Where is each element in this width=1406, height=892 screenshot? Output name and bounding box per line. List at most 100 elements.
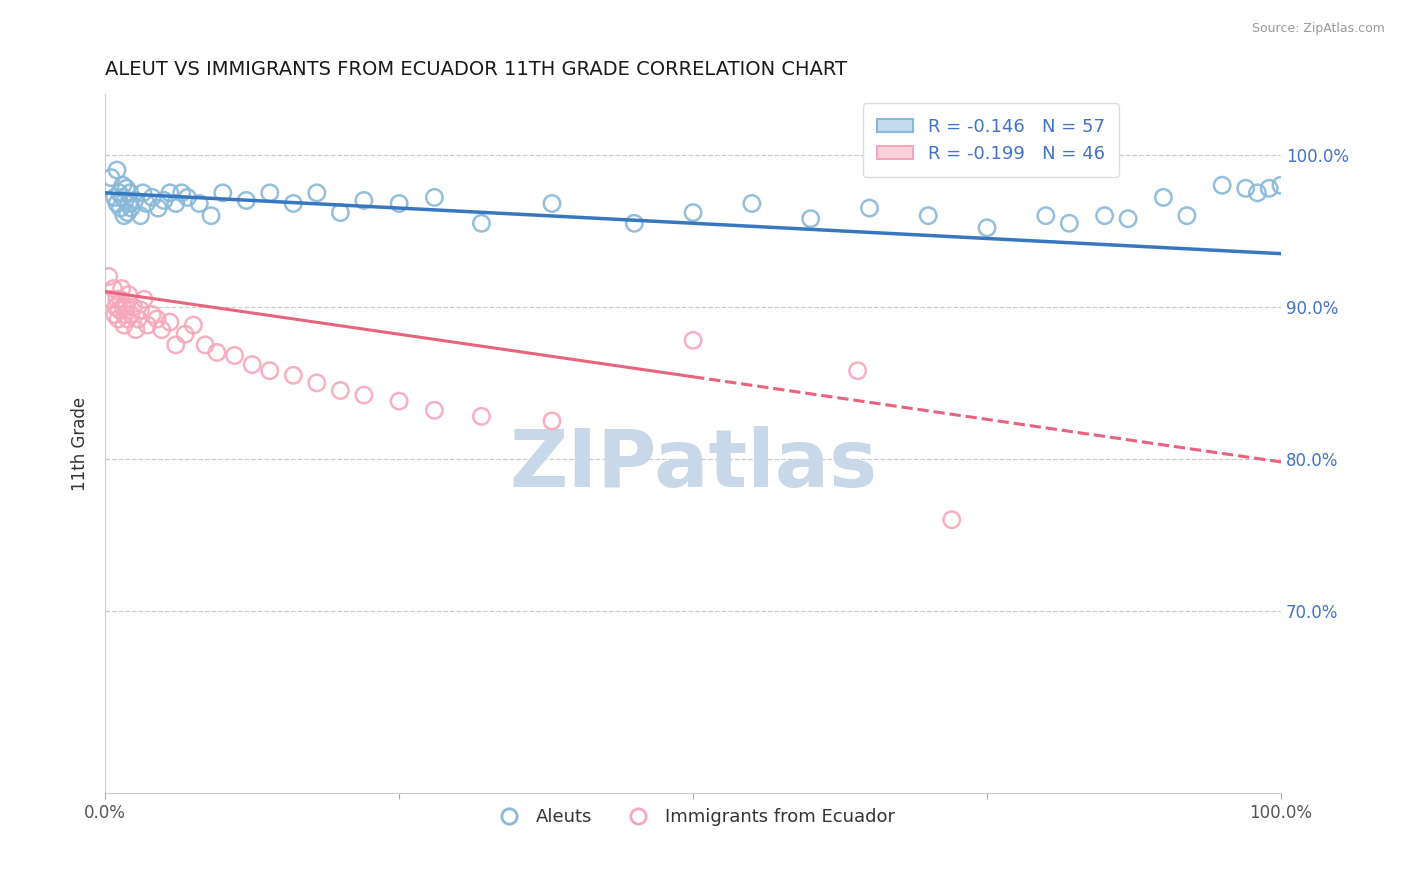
Point: [623, 216, 645, 230]
Point: [682, 334, 704, 348]
Point: [1059, 216, 1081, 230]
Point: [194, 338, 217, 352]
Point: [205, 345, 228, 359]
Text: ALEUT VS IMMIGRANTS FROM ECUADOR 11TH GRADE CORRELATION CHART: ALEUT VS IMMIGRANTS FROM ECUADOR 11TH GR…: [105, 60, 848, 78]
Point: [111, 300, 134, 314]
Point: [105, 196, 128, 211]
Point: [141, 190, 163, 204]
Point: [124, 194, 146, 208]
Point: [283, 368, 305, 383]
Point: [141, 308, 163, 322]
Point: [117, 312, 139, 326]
Point: [104, 308, 127, 322]
Point: [132, 186, 155, 200]
Point: [329, 205, 352, 219]
Point: [200, 209, 222, 223]
Point: [541, 196, 564, 211]
Point: [423, 190, 446, 204]
Point: [800, 211, 823, 226]
Point: [115, 181, 138, 195]
Point: [188, 196, 211, 211]
Point: [941, 513, 963, 527]
Point: [129, 302, 152, 317]
Point: [259, 186, 281, 200]
Point: [183, 318, 205, 332]
Point: [259, 364, 281, 378]
Point: [682, 205, 704, 219]
Point: [118, 186, 141, 200]
Point: [112, 209, 135, 223]
Point: [120, 201, 142, 215]
Point: [1035, 209, 1057, 223]
Point: [165, 196, 187, 211]
Point: [105, 163, 128, 178]
Point: [858, 201, 880, 215]
Point: [120, 308, 142, 322]
Point: [1270, 178, 1292, 193]
Point: [104, 190, 127, 204]
Point: [470, 216, 492, 230]
Point: [146, 201, 169, 215]
Point: [111, 282, 134, 296]
Point: [115, 300, 138, 314]
Point: [108, 302, 131, 317]
Point: [132, 293, 155, 307]
Point: [224, 349, 246, 363]
Point: [118, 287, 141, 301]
Point: [541, 414, 564, 428]
Point: [174, 327, 197, 342]
Point: [1258, 181, 1281, 195]
Point: [1094, 209, 1116, 223]
Point: [136, 318, 159, 332]
Point: [353, 388, 375, 402]
Point: [846, 364, 869, 378]
Point: [176, 190, 198, 204]
Point: [235, 194, 257, 208]
Point: [211, 186, 233, 200]
Point: [114, 194, 136, 208]
Point: [329, 384, 352, 398]
Point: [117, 205, 139, 219]
Point: [111, 178, 134, 193]
Point: [100, 170, 122, 185]
Point: [1175, 209, 1198, 223]
Point: [423, 403, 446, 417]
Point: [159, 315, 181, 329]
Point: [100, 293, 122, 307]
Point: [150, 323, 173, 337]
Point: [170, 186, 193, 200]
Point: [1211, 178, 1233, 193]
Point: [1234, 181, 1257, 195]
Point: [111, 190, 134, 204]
Point: [146, 312, 169, 326]
Text: Source: ZipAtlas.com: Source: ZipAtlas.com: [1251, 22, 1385, 36]
Point: [353, 194, 375, 208]
Point: [118, 196, 141, 211]
Text: ZIPatlas: ZIPatlas: [509, 425, 877, 504]
Point: [129, 209, 152, 223]
Point: [1116, 211, 1139, 226]
Point: [112, 318, 135, 332]
Point: [110, 201, 132, 215]
Point: [135, 196, 157, 211]
Point: [165, 338, 187, 352]
Point: [127, 312, 149, 326]
Point: [104, 300, 127, 314]
Point: [1152, 190, 1174, 204]
Point: [125, 323, 148, 337]
Point: [114, 308, 136, 322]
Point: [107, 312, 129, 326]
Point: [283, 196, 305, 211]
Y-axis label: 11th Grade: 11th Grade: [72, 397, 89, 491]
Point: [917, 209, 939, 223]
Point: [388, 394, 411, 409]
Point: [741, 196, 763, 211]
Point: [1246, 186, 1268, 200]
Point: [122, 300, 145, 314]
Point: [105, 293, 128, 307]
Point: [976, 220, 998, 235]
Point: [240, 358, 263, 372]
Point: [388, 196, 411, 211]
Point: [470, 409, 492, 424]
Point: [103, 282, 125, 296]
